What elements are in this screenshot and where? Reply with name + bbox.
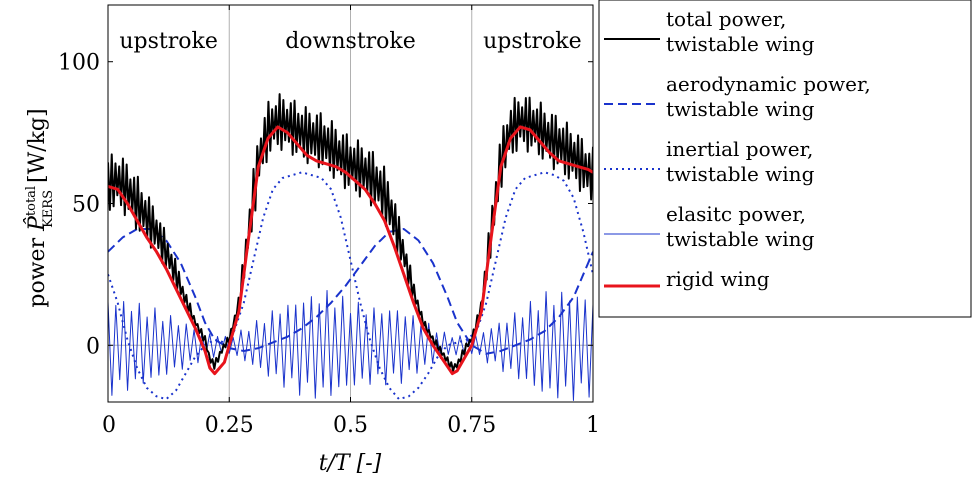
y-axis-title-unit: [W/kg]: [25, 108, 50, 190]
y-tick-label: 0: [86, 334, 100, 359]
phase-label: upstroke: [483, 29, 582, 54]
legend-label-inertial: twistable wing: [666, 162, 815, 186]
legend-label-aerodynamic: twistable wing: [666, 97, 815, 121]
legend-label-elastic: elasitc power,: [666, 202, 806, 226]
x-tick-label: 1: [586, 413, 600, 438]
phase-label: upstroke: [119, 29, 218, 54]
legend-label-aerodynamic: aerodynamic power,: [666, 72, 871, 96]
y-axis-title-sup: total: [24, 186, 39, 216]
x-tick-label: 0.75: [447, 413, 496, 438]
legend-label-total: total power,: [666, 7, 786, 31]
series-line-elastic: [108, 290, 593, 401]
x-tick-label: 0.25: [205, 413, 254, 438]
y-axis-title-sub: KERS: [41, 190, 56, 228]
ticks: 0 0.25 0.5 0.75 1 0 50 100: [58, 5, 600, 438]
y-tick-label: 100: [58, 51, 100, 76]
series-line-rigid: [108, 125, 593, 376]
legend-box: [598, 0, 972, 318]
y-tick-label: 50: [72, 193, 100, 218]
legend-label-elastic: twistable wing: [666, 227, 815, 251]
y-axis-title-symbol: P̂: [24, 215, 50, 232]
series-group: [108, 93, 593, 401]
x-tick-label: 0: [102, 413, 116, 438]
series-line-aerodynamic: [108, 228, 593, 355]
series-line-inertial: [108, 171, 593, 401]
y-axis-title-main: power: [25, 231, 50, 308]
x-axis-title-text: t/T [-]: [319, 451, 382, 476]
phase-labels: upstroke downstroke upstroke: [119, 29, 581, 54]
y-axis-title: power P̂total KERS [W/kg]: [24, 108, 56, 307]
legend-label-rigid: rigid wing: [666, 267, 770, 291]
legend-label-total: twistable wing: [666, 32, 815, 56]
phase-label: downstroke: [285, 29, 416, 54]
x-tick-label: 0.5: [333, 413, 368, 438]
x-axis-title: t/T [-]: [319, 451, 382, 476]
legend-label-inertial: inertial power,: [666, 137, 813, 161]
